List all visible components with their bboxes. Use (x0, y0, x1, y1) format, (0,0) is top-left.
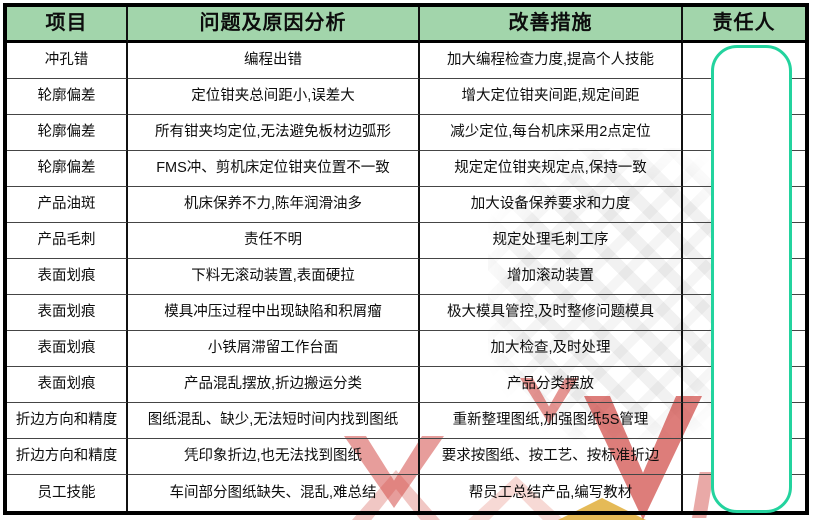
cell-measure: 加大检查,及时处理 (420, 331, 683, 367)
owner-highlight-box (711, 45, 792, 513)
cell-problem: 定位钳夹总间距小,误差大 (128, 79, 420, 115)
cell-measure: 重新整理图纸,加强图纸5S管理 (420, 403, 683, 439)
cell-measure: 规定处理毛刺工序 (420, 223, 683, 259)
cell-item: 表面划痕 (7, 295, 128, 331)
cell-measure: 极大模具管控,及时整修问题模具 (420, 295, 683, 331)
cell-problem: 下料无滚动装置,表面硬拉 (128, 259, 420, 295)
cell-problem: 模具冲压过程中出现缺陷和积屑瘤 (128, 295, 420, 331)
cell-problem: 产品混乱摆放,折边搬运分类 (128, 367, 420, 403)
header-problem: 问题及原因分析 (128, 7, 420, 43)
cell-problem: FMS冲、剪机床定位钳夹位置不一致 (128, 151, 420, 187)
cell-measure: 增大定位钳夹间距,规定间距 (420, 79, 683, 115)
cell-problem: 车间部分图纸缺失、混乱,难总结 (128, 475, 420, 511)
cell-problem: 编程出错 (128, 43, 420, 79)
cell-measure: 减少定位,每台机床采用2点定位 (420, 115, 683, 151)
cell-item: 产品油斑 (7, 187, 128, 223)
cell-measure: 增加滚动装置 (420, 259, 683, 295)
cell-item: 产品毛刺 (7, 223, 128, 259)
header-measure: 改善措施 (420, 7, 683, 43)
cell-problem: 机床保养不力,陈年润滑油多 (128, 187, 420, 223)
cell-item: 轮廓偏差 (7, 151, 128, 187)
cell-problem: 小铁屑滞留工作台面 (128, 331, 420, 367)
cell-measure: 加大编程检查力度,提高个人技能 (420, 43, 683, 79)
improvement-table: 项目 问题及原因分析 改善措施 责任人 冲孔错 编程出错 加大编程检查力度,提高… (3, 3, 809, 515)
cell-item: 冲孔错 (7, 43, 128, 79)
cell-problem: 图纸混乱、缺少,无法短时间内找到图纸 (128, 403, 420, 439)
cell-measure: 产品分类摆放 (420, 367, 683, 403)
header-item: 项目 (7, 7, 128, 43)
cell-problem: 凭印象折边,也无法找到图纸 (128, 439, 420, 475)
cell-item: 表面划痕 (7, 367, 128, 403)
cell-item: 折边方向和精度 (7, 403, 128, 439)
cell-problem: 所有钳夹均定位,无法避免板材边弧形 (128, 115, 420, 151)
cell-measure: 加大设备保养要求和力度 (420, 187, 683, 223)
cell-measure: 规定定位钳夹规定点,保持一致 (420, 151, 683, 187)
header-owner: 责任人 (683, 7, 805, 43)
cell-item: 轮廓偏差 (7, 79, 128, 115)
cell-measure: 要求按图纸、按工艺、按标准折边 (420, 439, 683, 475)
cell-item: 轮廓偏差 (7, 115, 128, 151)
cell-problem: 责任不明 (128, 223, 420, 259)
cell-item: 员工技能 (7, 475, 128, 511)
cell-item: 表面划痕 (7, 331, 128, 367)
cell-item: 表面划痕 (7, 259, 128, 295)
cell-measure: 帮员工总结产品,编写教材 (420, 475, 683, 511)
cell-item: 折边方向和精度 (7, 439, 128, 475)
